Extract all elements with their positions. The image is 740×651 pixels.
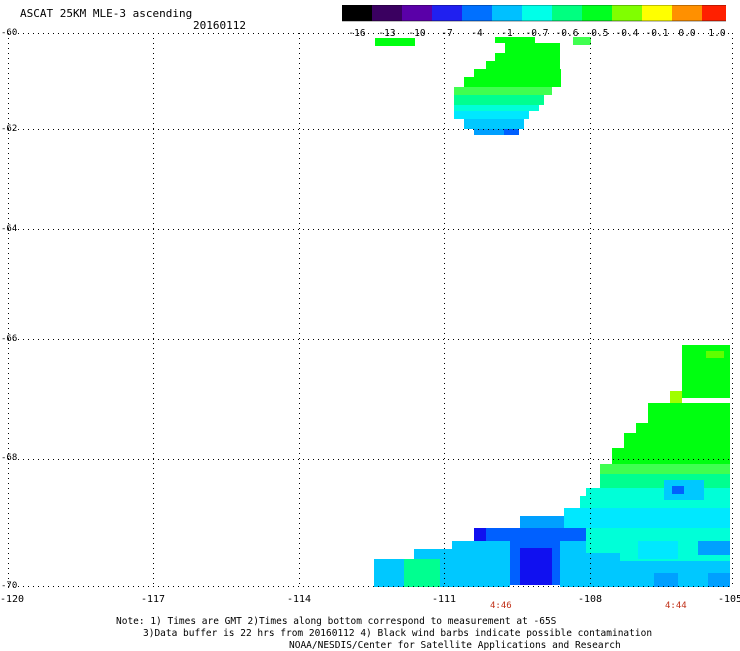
y-tick-label: -62 [1,124,18,134]
colorbar-swatch [522,5,552,21]
swath-cell [375,38,415,46]
colorbar-label: -0.7 [526,28,549,39]
y-tick-label: -60 [1,28,18,38]
colorbar-label: -0.4 [616,28,639,39]
swath-cell [454,95,544,105]
colorbar-label: -0.5 [586,28,609,39]
colorbar-swatch [582,5,612,21]
note-line-1: Note: 1) Times are GMT 2)Times along bot… [116,616,557,627]
swath-cell [474,69,561,77]
colorbar-label: -7 [441,28,452,39]
colorbar-label: -0.6 [556,28,579,39]
time-label: 4:44 [665,601,687,611]
colorbar-swatch [462,5,492,21]
swath-cell [682,358,730,398]
map-plot-area [8,33,733,587]
swath-cell [520,548,552,585]
x-tick-label: -117 [141,594,166,605]
swath-cell [520,516,564,528]
colorbar-label: -4 [471,28,483,39]
swath-cell [486,528,586,541]
header-date: 20160112 [193,19,246,32]
x-tick-label: -114 [287,594,312,605]
time-label: 4:46 [490,601,512,611]
colorbar-swatch [432,5,462,21]
swath-cell [564,508,730,528]
swath-cell [600,464,730,474]
swath-cell [612,448,730,464]
swath-cell [486,61,560,69]
colorbar-label: -13 [378,28,395,39]
header-title: ASCAT 25KM MLE-3 ascending [20,7,193,20]
note-line-2: 3)Data buffer is 22 hrs from 20160112 4)… [143,628,653,639]
x-tick-label: -108 [578,594,603,605]
x-tick-label: -120 [0,594,25,605]
swath-cell [638,541,678,559]
swath-cell [580,496,730,508]
swath-cell [672,486,684,494]
colorbar-swatch [702,5,726,21]
y-tick-label: -70 [1,581,18,591]
swath-cell [573,37,591,45]
swath-cell [454,111,529,119]
note-line-3: NOAA/NESDIS/Center for Satellite Applica… [289,640,621,651]
colorbar-label: 1.0 [708,28,725,39]
y-tick-label: -66 [1,334,18,344]
colorbar-swatch [672,5,702,21]
colorbar-frame [342,5,726,22]
y-tick-label: -64 [1,224,18,234]
swath-cell [495,37,535,43]
swath-cell [654,573,678,587]
y-tick-label: -68 [1,453,18,463]
swath-cell [708,573,730,587]
swath-cell [586,488,730,496]
colorbar-label: 0.0 [678,28,695,39]
swath-cell [414,549,452,559]
colorbar-swatch [642,5,672,21]
swath-cell [504,129,519,135]
swath-cell [454,105,539,111]
swath-cell [440,554,510,587]
swath-cell [374,559,404,587]
swath-cell [454,87,552,95]
x-tick-label: -105 [718,594,740,605]
swath-cell [474,129,514,135]
colorbar-swatch [342,5,372,21]
swath-cell [464,119,524,129]
swath-cell [495,53,560,61]
color-scale-bar: -16 -13 -10 -7 -4 -1 -0.7 -0.6 -0.5 -0.4 -0.1 0.0 1.… [342,5,726,39]
colorbar-label: -0.1 [646,28,669,39]
colorbar-swatch [492,5,522,21]
colorbar-label: -10 [408,28,425,39]
colorbar-swatch [612,5,642,21]
colorbar-swatch [402,5,432,21]
colorbar-label: -16 [348,28,365,39]
x-tick-label: -111 [432,594,457,605]
colorbar-swatch [552,5,582,21]
swath-cell [474,528,486,541]
swath-cell [464,77,561,87]
colorbar-label: -1 [501,28,513,39]
swath-cell [404,559,440,587]
swath-cell [505,43,560,53]
swath-cell [670,391,682,403]
colorbar-swatch [372,5,402,21]
swath-cell [698,541,730,555]
